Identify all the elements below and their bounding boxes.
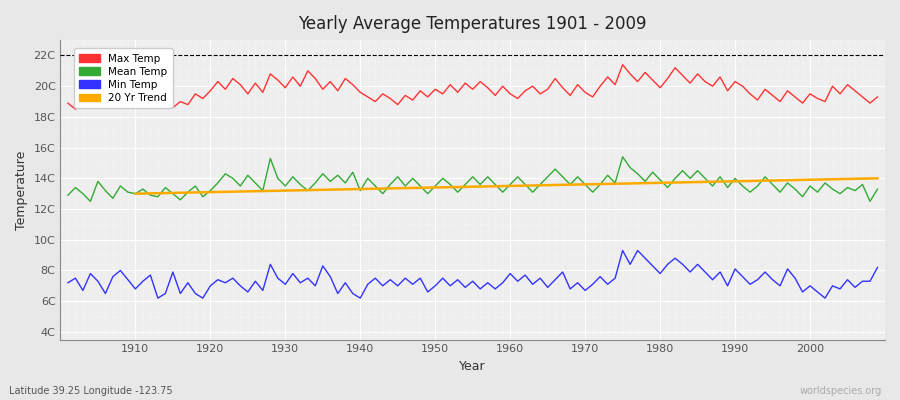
Text: worldspecies.org: worldspecies.org xyxy=(800,386,882,396)
Y-axis label: Temperature: Temperature xyxy=(15,150,28,230)
Legend: Max Temp, Mean Temp, Min Temp, 20 Yr Trend: Max Temp, Mean Temp, Min Temp, 20 Yr Tre… xyxy=(74,48,173,108)
X-axis label: Year: Year xyxy=(459,360,486,373)
Text: Latitude 39.25 Longitude -123.75: Latitude 39.25 Longitude -123.75 xyxy=(9,386,173,396)
Title: Yearly Average Temperatures 1901 - 2009: Yearly Average Temperatures 1901 - 2009 xyxy=(299,15,647,33)
